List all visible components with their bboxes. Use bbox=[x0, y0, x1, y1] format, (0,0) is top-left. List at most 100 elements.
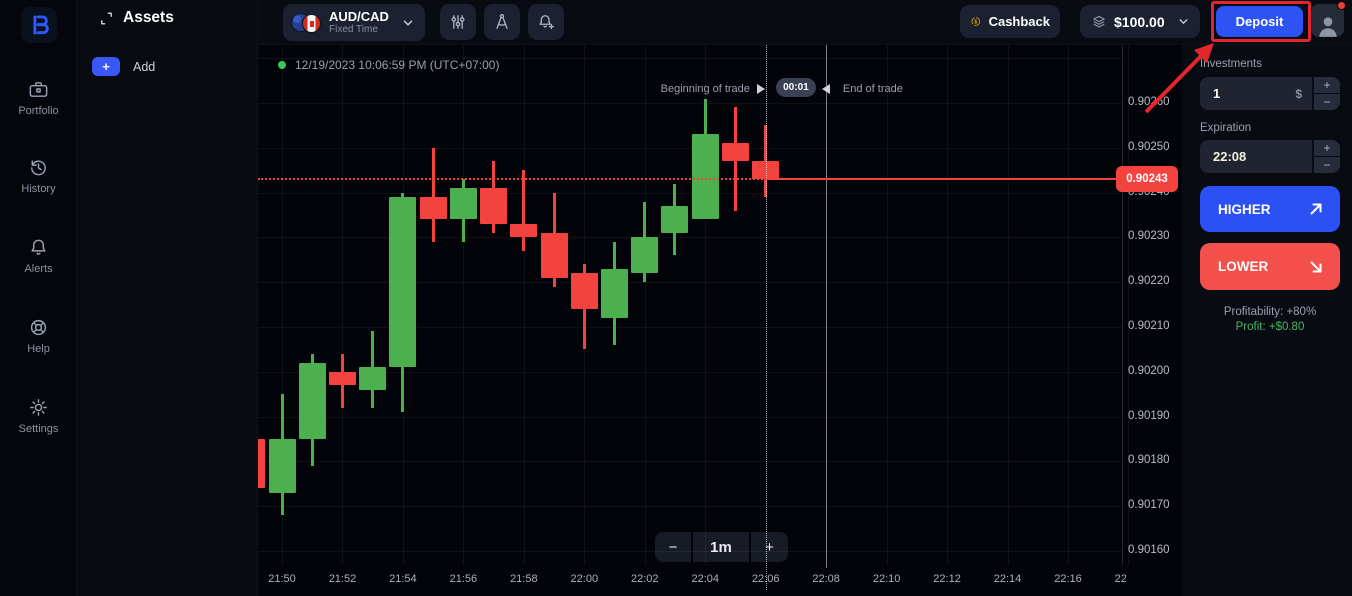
higher-button[interactable]: HIGHER bbox=[1200, 186, 1340, 232]
candle-body bbox=[328, 371, 356, 386]
price-axis-label: 0.90170 bbox=[1128, 499, 1170, 512]
sidebar-item-settings[interactable]: Settings bbox=[0, 386, 77, 444]
interval-button[interactable]: 1m bbox=[693, 532, 749, 562]
investment-decrease-button[interactable]: − bbox=[1314, 94, 1340, 110]
time-gridline bbox=[282, 45, 283, 565]
asset-mode-label: Fixed Time bbox=[329, 24, 378, 36]
price-gridline bbox=[258, 192, 1122, 194]
candle-body bbox=[570, 273, 598, 310]
time-gridline bbox=[705, 45, 707, 565]
price-alert-button[interactable] bbox=[528, 4, 564, 40]
zoom-in-button[interactable]: + bbox=[751, 532, 788, 562]
topbar: AUD/CAD Fixed Time bbox=[258, 0, 1352, 45]
investment-stepper: + − bbox=[1314, 77, 1340, 110]
trade-duration-badge: 00:01 bbox=[775, 78, 816, 97]
indicators-button[interactable] bbox=[440, 4, 476, 40]
assets-panel-title: Assets bbox=[123, 9, 174, 26]
candle-body bbox=[480, 188, 508, 224]
investment-input[interactable] bbox=[1213, 86, 1296, 101]
price-gridline bbox=[258, 282, 1122, 284]
time-gridline bbox=[1128, 45, 1130, 565]
time-gridline bbox=[523, 45, 525, 565]
svg-text:$: $ bbox=[974, 19, 977, 25]
briefcase-icon bbox=[29, 81, 48, 97]
price-gridline bbox=[258, 103, 1122, 104]
canada-flag-icon bbox=[302, 13, 321, 33]
price-gridline bbox=[258, 371, 1122, 373]
person-icon bbox=[1318, 17, 1337, 37]
asset-pair-label: AUD/CAD bbox=[329, 8, 389, 24]
candle-body bbox=[419, 197, 447, 220]
zoom-out-button[interactable]: − bbox=[655, 532, 691, 562]
time-axis-label: 22:02 bbox=[630, 573, 659, 585]
beginning-of-trade-label: Beginning of trade bbox=[660, 83, 750, 95]
lower-button[interactable]: LOWER bbox=[1200, 243, 1340, 290]
candle-body bbox=[510, 223, 538, 238]
asset-selector[interactable]: AUD/CAD Fixed Time bbox=[283, 4, 425, 41]
arrow-up-right-icon bbox=[1310, 203, 1322, 215]
sidebar: Portfolio History Alerts Help bbox=[0, 0, 77, 596]
time-axis-label: 21:56 bbox=[449, 573, 478, 585]
price-axis-label: 0.90250 bbox=[1128, 140, 1170, 153]
expiration-decrease-button[interactable]: − bbox=[1314, 157, 1340, 173]
price-axis-label: 0.90160 bbox=[1128, 544, 1170, 556]
expiration-input[interactable] bbox=[1213, 149, 1302, 164]
app-logo[interactable] bbox=[21, 7, 57, 43]
profit-text: Profit: +$0.80 bbox=[1235, 321, 1305, 333]
profitability-text: Profitability: +80% bbox=[1223, 306, 1317, 318]
price-axis-label: 0.90180 bbox=[1128, 454, 1170, 467]
investment-increase-button[interactable]: + bbox=[1314, 77, 1340, 93]
time-gridline bbox=[463, 45, 465, 565]
candlestick-chart[interactable]: 12/19/2023 10:06:59 PM (UTC+07:00) Begin… bbox=[258, 45, 1182, 596]
price-gridline bbox=[258, 461, 1122, 463]
chevron-down-icon bbox=[1179, 19, 1188, 25]
price-axis-label: 0.90190 bbox=[1128, 409, 1170, 422]
drawing-tools-button[interactable] bbox=[484, 4, 520, 40]
chart-timestamp: 12/19/2023 10:06:59 PM (UTC+07:00) bbox=[278, 58, 499, 72]
time-gridline bbox=[342, 45, 344, 565]
expiration-input-box bbox=[1200, 140, 1312, 173]
time-axis-label: 22:12 bbox=[933, 573, 961, 585]
sidebar-item-help[interactable]: Help bbox=[0, 306, 77, 364]
deposit-button[interactable]: Deposit bbox=[1216, 6, 1303, 37]
trade-begin-line bbox=[765, 45, 767, 590]
candle-body bbox=[721, 143, 749, 162]
brand-b-icon bbox=[33, 15, 49, 35]
chart-zoom-control: − 1m + bbox=[655, 532, 788, 562]
balance-selector[interactable]: $100.00 bbox=[1080, 5, 1200, 38]
investments-label: Investments bbox=[1200, 58, 1262, 70]
sidebar-item-history[interactable]: History bbox=[0, 146, 77, 204]
currency-symbol: $ bbox=[1295, 86, 1302, 101]
higher-label: HIGHER bbox=[1218, 201, 1271, 217]
bell-icon bbox=[31, 239, 46, 255]
time-axis-label: 22:18 bbox=[1114, 573, 1126, 585]
end-of-trade-label: End of trade bbox=[842, 83, 903, 95]
alert-plus-icon bbox=[539, 15, 554, 30]
cashback-coin-icon: $ bbox=[971, 17, 981, 26]
add-asset-button[interactable]: + bbox=[92, 57, 120, 76]
trade-end-line bbox=[826, 45, 828, 568]
time-axis-label: 21:52 bbox=[328, 573, 357, 585]
sidebar-item-alerts[interactable]: Alerts bbox=[0, 226, 77, 284]
indicators-icon bbox=[451, 15, 465, 29]
price-gridline bbox=[258, 551, 1122, 552]
notification-dot bbox=[1337, 1, 1346, 10]
sidebar-item-label: Settings bbox=[18, 422, 59, 435]
sidebar-item-portfolio[interactable]: Portfolio bbox=[0, 68, 77, 126]
candle-body bbox=[631, 237, 659, 274]
price-gridline bbox=[258, 58, 1122, 60]
candle-wick bbox=[522, 170, 526, 251]
lower-label: LOWER bbox=[1218, 259, 1269, 274]
price-axis-label: 0.90230 bbox=[1128, 230, 1170, 243]
sidebar-item-label: Alerts bbox=[24, 262, 53, 275]
balance-amount: $100.00 bbox=[1114, 13, 1165, 30]
sidebar-item-label: History bbox=[21, 182, 56, 195]
candle-wick bbox=[431, 147, 435, 242]
price-gridline bbox=[258, 327, 1122, 328]
arrow-down-right-icon bbox=[1310, 261, 1322, 272]
cashback-button[interactable]: $ Cashback bbox=[960, 5, 1060, 38]
price-axis-label: 0.90220 bbox=[1128, 275, 1170, 288]
expiration-increase-button[interactable]: + bbox=[1314, 140, 1340, 156]
chevron-down-icon bbox=[403, 19, 413, 26]
gear-icon bbox=[30, 398, 47, 416]
